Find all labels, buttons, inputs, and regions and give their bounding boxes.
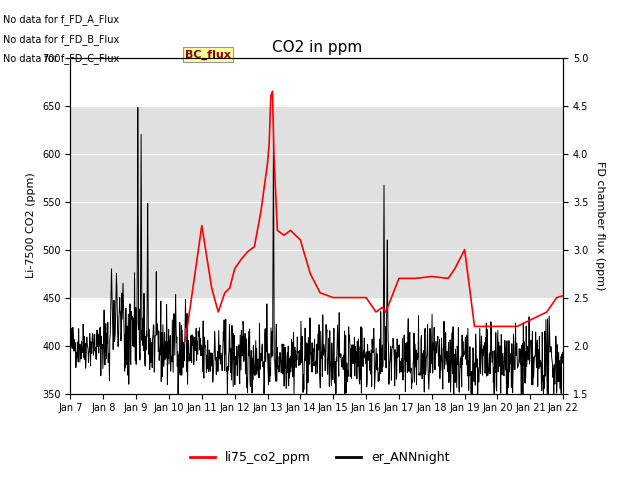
Y-axis label: FD chamber flux (ppm): FD chamber flux (ppm): [595, 161, 605, 290]
Text: No data for f_FD_C_Flux: No data for f_FD_C_Flux: [3, 53, 120, 64]
Text: No data for f_FD_A_Flux: No data for f_FD_A_Flux: [3, 14, 119, 25]
Y-axis label: Li-7500 CO2 (ppm): Li-7500 CO2 (ppm): [26, 173, 36, 278]
Bar: [70, 106, 563, 298]
Text: BC_flux: BC_flux: [186, 49, 231, 60]
Legend: li75_co2_ppm, er_ANNnight: li75_co2_ppm, er_ANNnight: [186, 446, 454, 469]
Text: No data for f_FD_B_Flux: No data for f_FD_B_Flux: [3, 34, 120, 45]
Title: CO2 in ppm: CO2 in ppm: [271, 40, 362, 55]
